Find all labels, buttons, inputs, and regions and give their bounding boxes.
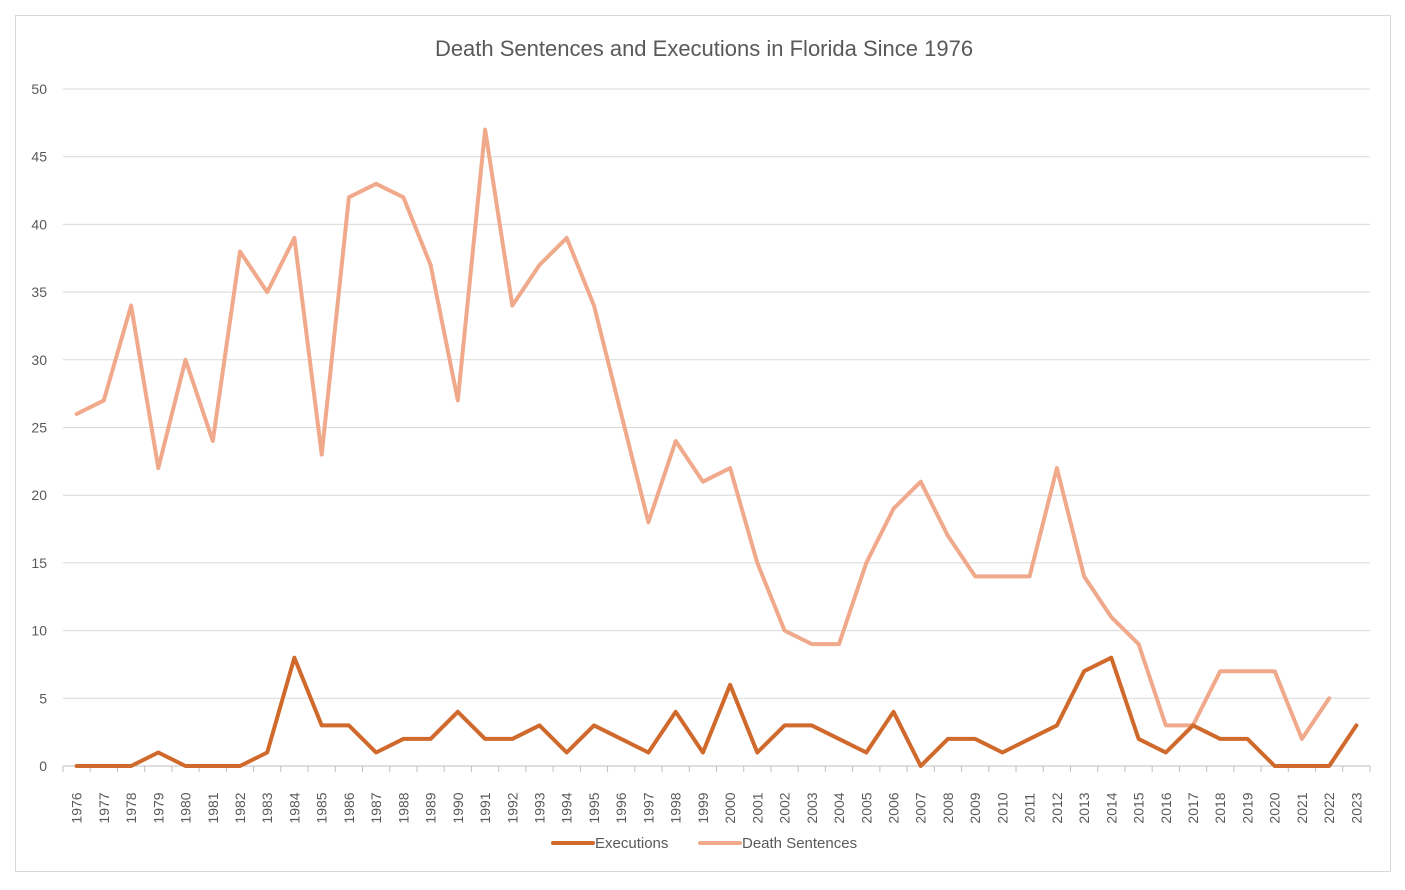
x-tick-label: 2023 <box>1348 792 1364 823</box>
x-tick-label: 2010 <box>994 792 1010 823</box>
x-tick-label: 1982 <box>232 792 248 823</box>
y-tick-label: 10 <box>31 623 47 639</box>
x-tick-label: 1987 <box>368 792 384 823</box>
y-tick-label: 50 <box>31 81 47 97</box>
y-tick-label: 45 <box>31 149 47 165</box>
x-axis <box>62 765 1371 772</box>
x-tick-label: 1991 <box>477 792 493 823</box>
x-tick-label: 2018 <box>1212 792 1228 823</box>
y-tick-label: 0 <box>39 758 47 774</box>
x-tick-label: 1998 <box>668 792 684 823</box>
x-tick-label: 2019 <box>1239 792 1255 823</box>
x-tick-label: 2001 <box>749 792 765 823</box>
x-axis-ticks: 1976 1977 1978 1979 1980 1981 1982 1983 1984 1985… <box>69 792 1365 823</box>
y-tick-label: 5 <box>39 690 47 706</box>
x-tick-label: 1981 <box>205 792 221 823</box>
x-tick-label: 2006 <box>885 792 901 823</box>
legend-label: Death Sentences <box>742 835 857 852</box>
x-tick-label: 2000 <box>722 792 738 823</box>
y-axis-ticks: 0 5 10 15 20 25 30 35 40 45 50 <box>31 81 47 774</box>
series-line-death-sentences <box>74 127 1332 741</box>
x-tick-label: 2004 <box>831 792 847 823</box>
x-tick-label: 2014 <box>1103 792 1119 823</box>
x-tick-label: 1999 <box>695 792 711 823</box>
x-tick-label: 1994 <box>559 792 575 823</box>
x-tick-label: 1980 <box>178 792 194 823</box>
x-tick-label: 1986 <box>341 792 357 823</box>
y-tick-label: 40 <box>31 216 47 232</box>
legend: Executions Death Sentences <box>551 835 857 852</box>
x-tick-label: 2002 <box>777 792 793 823</box>
x-tick-label: 1995 <box>586 792 602 823</box>
x-tick-label: 2012 <box>1049 792 1065 823</box>
x-tick-label: 1976 <box>69 792 85 823</box>
x-tick-label: 1977 <box>96 792 112 823</box>
x-tick-label: 2009 <box>967 792 983 823</box>
chart-frame: Death Sentences and Executions in Florid… <box>15 15 1391 872</box>
gridlines <box>63 88 1370 699</box>
x-tick-label: 1984 <box>286 792 302 823</box>
x-tick-label: 1978 <box>123 792 139 823</box>
x-tick-label: 2015 <box>1131 792 1147 823</box>
x-tick-label: 2007 <box>913 792 929 823</box>
x-tick-label: 1985 <box>314 792 330 823</box>
x-tick-label: 1983 <box>259 792 275 823</box>
x-tick-label: 1988 <box>395 792 411 823</box>
y-tick-label: 30 <box>31 352 47 368</box>
y-tick-label: 15 <box>31 555 47 571</box>
x-tick-label: 2022 <box>1321 792 1337 823</box>
x-tick-label: 1997 <box>640 792 656 823</box>
x-tick-label: 2021 <box>1294 792 1310 823</box>
legend-label: Executions <box>595 835 668 852</box>
x-tick-label: 2016 <box>1158 792 1174 823</box>
x-tick-label: 1992 <box>504 792 520 823</box>
x-tick-label: 2003 <box>804 792 820 823</box>
x-tick-label: 1996 <box>613 792 629 823</box>
x-tick-label: 2005 <box>858 792 874 823</box>
x-tick-label: 1993 <box>532 792 548 823</box>
line-chart: Death Sentences and Executions in Florid… <box>31 36 1371 852</box>
chart-title: Death Sentences and Executions in Florid… <box>435 36 973 61</box>
x-tick-label: 1989 <box>423 792 439 823</box>
x-tick-label: 2013 <box>1076 792 1092 823</box>
x-tick-label: 1979 <box>150 792 166 823</box>
x-tick-label: 2017 <box>1185 792 1201 823</box>
x-tick-label: 2011 <box>1022 793 1038 823</box>
y-tick-label: 20 <box>31 487 47 503</box>
series-lines <box>74 127 1359 768</box>
x-tick-label: 1990 <box>450 792 466 823</box>
x-tick-label: 2020 <box>1267 792 1283 823</box>
series-line-executions <box>74 655 1359 768</box>
y-tick-label: 35 <box>31 284 47 300</box>
x-tick-label: 2008 <box>940 792 956 823</box>
y-tick-label: 25 <box>31 420 47 436</box>
